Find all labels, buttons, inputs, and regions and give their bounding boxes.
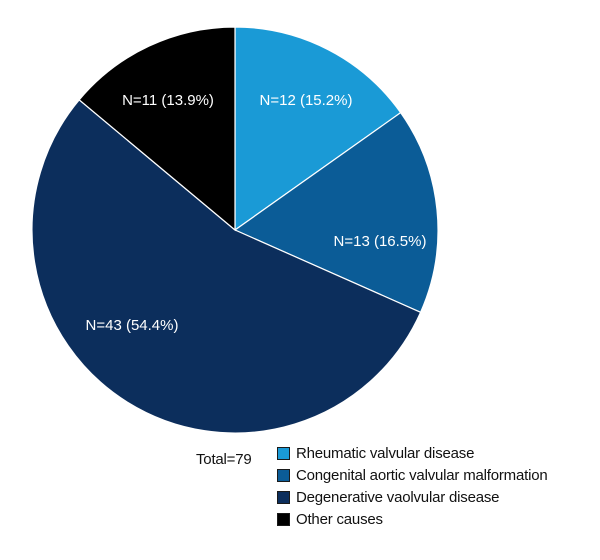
pie-plot: N=12 (15.2%) N=13 (16.5%) N=43 (54.4%) N=11… xyxy=(31,26,439,434)
legend-label-rheumatic: Rheumatic valvular disease xyxy=(296,444,475,462)
legend-label-congenital: Congenital aortic valvular malformation xyxy=(296,466,548,484)
legend-label-other: Other causes xyxy=(296,510,383,528)
pie-slice-degenerative xyxy=(31,99,422,434)
legend-swatch-rheumatic xyxy=(277,446,290,460)
slice-label-degenerative: N=43 (54.4%) xyxy=(86,317,179,334)
pie-slice-congenital xyxy=(233,111,439,314)
total-label: Total=79 xyxy=(196,451,252,468)
legend-swatch-other xyxy=(277,512,290,526)
legend-item-other: Other causes xyxy=(277,508,548,530)
legend: Rheumatic valvular disease Congenital ao… xyxy=(277,442,548,530)
slice-label-congenital: N=13 (16.5%) xyxy=(334,233,427,250)
legend-item-degenerative: Degenerative vaolvular disease xyxy=(277,486,548,508)
legend-item-congenital: Congenital aortic valvular malformation xyxy=(277,464,548,486)
pie-slice-rheumatic xyxy=(234,26,402,232)
legend-swatch-degenerative xyxy=(277,490,290,504)
legend-item-rheumatic: Rheumatic valvular disease xyxy=(277,442,548,464)
slice-label-other: N=11 (13.9%) xyxy=(122,92,214,109)
legend-swatch-congenital xyxy=(277,468,290,482)
pie-slice-other xyxy=(78,26,236,232)
legend-label-degenerative: Degenerative vaolvular disease xyxy=(296,488,500,506)
slice-label-rheumatic: N=12 (15.2%) xyxy=(260,92,353,109)
